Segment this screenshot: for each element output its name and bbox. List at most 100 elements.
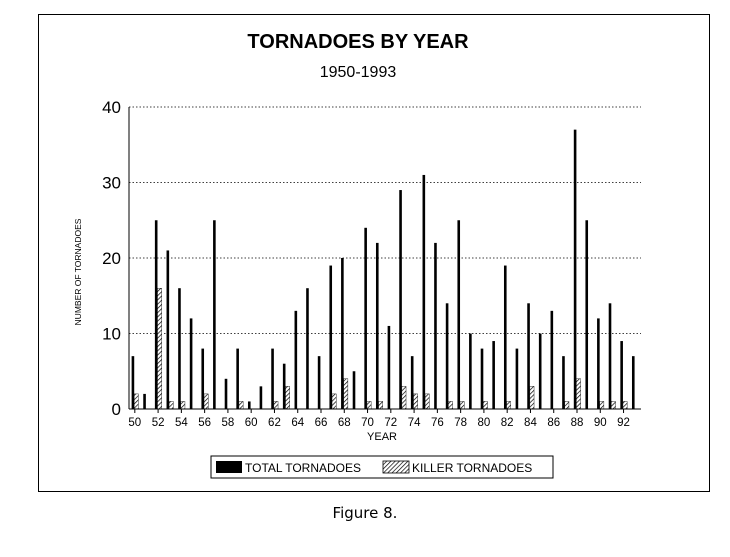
bar-killer (459, 401, 465, 410)
bar-killer (448, 401, 453, 410)
legend: TOTAL TORNADOES KILLER TORNADOES (210, 455, 554, 479)
x-tick-labels: 50 52 54 56 58 60 62 64 66 68 70 72 74 76 78 80 82 84 86 88… (128, 409, 630, 429)
bar-killer (343, 378, 349, 410)
bar-total (306, 288, 309, 409)
figure-caption: Figure 8. (332, 504, 398, 522)
x-tick-label: 62 (268, 417, 281, 429)
bar-total (201, 348, 205, 409)
bar-killer (157, 288, 162, 410)
x-tick-label: 82 (501, 417, 514, 429)
legend-box (210, 455, 554, 479)
grid-lines (129, 106, 641, 334)
bar-killer (331, 393, 337, 410)
x-tick-label: 74 (408, 417, 421, 429)
bar-total (445, 303, 449, 409)
bar-killer (285, 386, 290, 410)
bar-killer (134, 393, 139, 410)
bar-total (457, 220, 461, 409)
bar-total (562, 356, 565, 409)
bar-total (480, 348, 484, 409)
bar-total (317, 356, 321, 409)
bar-total (224, 378, 228, 409)
bar-total (631, 356, 635, 409)
legend-label-total: TOTAL TORNADOES (245, 461, 361, 475)
x-tick-label: 80 (478, 417, 491, 429)
y-tick-labels: 0 10 20 30 40 (102, 98, 121, 419)
x-tick-label: 64 (291, 417, 304, 429)
bar-total (166, 250, 170, 409)
y-tick-label: 40 (102, 98, 121, 117)
bar-total (597, 318, 600, 409)
bar-killer (576, 378, 581, 410)
bar-killer (273, 401, 279, 410)
chart-title: TORNADOES BY YEAR (247, 31, 469, 53)
x-tick-label: 76 (431, 417, 444, 429)
bar-total (154, 220, 158, 409)
y-tick-label: 20 (102, 249, 121, 268)
x-tick-label: 78 (454, 417, 467, 429)
legend-swatch-killer (382, 460, 410, 474)
bar-total (515, 348, 519, 409)
x-tick-label: 88 (571, 417, 584, 429)
x-tick-label: 92 (617, 417, 630, 429)
bar-total (236, 348, 239, 409)
x-tick-label: 84 (524, 417, 537, 429)
bar-total (329, 265, 333, 409)
chart-frame: TORNADOES BY YEAR 1950-1993 NUMBER OF TO… (38, 14, 710, 492)
bar-total (352, 371, 356, 409)
bar-killer (238, 401, 244, 410)
bar-total (550, 310, 554, 409)
y-tick-label: 10 (102, 325, 121, 344)
bar-killer (564, 401, 570, 410)
bar-total (341, 258, 344, 409)
bar-total (364, 227, 367, 409)
bar-killer (483, 401, 488, 410)
bar-total (527, 303, 530, 409)
bar-total (131, 356, 135, 409)
bar-killer (366, 401, 372, 410)
bar-total (585, 220, 589, 409)
bar-total (282, 363, 286, 409)
bar-total (399, 190, 402, 409)
chart-subtitle: 1950-1993 (320, 64, 397, 81)
axes (128, 107, 641, 410)
bar-total (375, 242, 379, 409)
legend-label-killer: KILLER TORNADOES (412, 461, 532, 475)
bar-total (573, 129, 577, 409)
bar-total (410, 356, 414, 409)
bar-killer (529, 386, 535, 410)
bar-total (189, 318, 193, 409)
bar-total (259, 386, 263, 409)
bar-total (503, 265, 507, 409)
bar-killer (168, 401, 174, 410)
x-tick-label: 68 (338, 417, 351, 429)
bar-killer (203, 393, 209, 410)
bar-total (178, 288, 181, 409)
x-tick-label: 66 (315, 417, 328, 429)
x-tick-label: 58 (222, 417, 235, 429)
bar-killer (413, 393, 418, 410)
x-tick-label: 72 (384, 417, 397, 429)
bar-total (247, 401, 251, 409)
bar-killer (378, 401, 383, 410)
x-tick-label: 90 (594, 417, 607, 429)
bar-killer (611, 401, 616, 410)
bar-killer (622, 401, 628, 410)
x-tick-label: 86 (547, 417, 560, 429)
bar-total (294, 310, 298, 409)
x-tick-label: 50 (128, 417, 141, 429)
bar-total (213, 220, 216, 409)
y-tick-label: 30 (102, 174, 121, 193)
bars (131, 129, 635, 410)
bar-total (387, 325, 391, 409)
bar-killer (180, 401, 186, 410)
bar-killer (424, 393, 430, 410)
legend-swatch-total (216, 461, 242, 473)
bar-total (271, 348, 274, 409)
bar-total (469, 333, 472, 409)
x-axis-label: YEAR (367, 431, 397, 443)
x-tick-label: 60 (245, 417, 258, 429)
bar-total (434, 242, 437, 409)
bar-total (143, 393, 146, 409)
x-tick-label: 54 (175, 417, 188, 429)
